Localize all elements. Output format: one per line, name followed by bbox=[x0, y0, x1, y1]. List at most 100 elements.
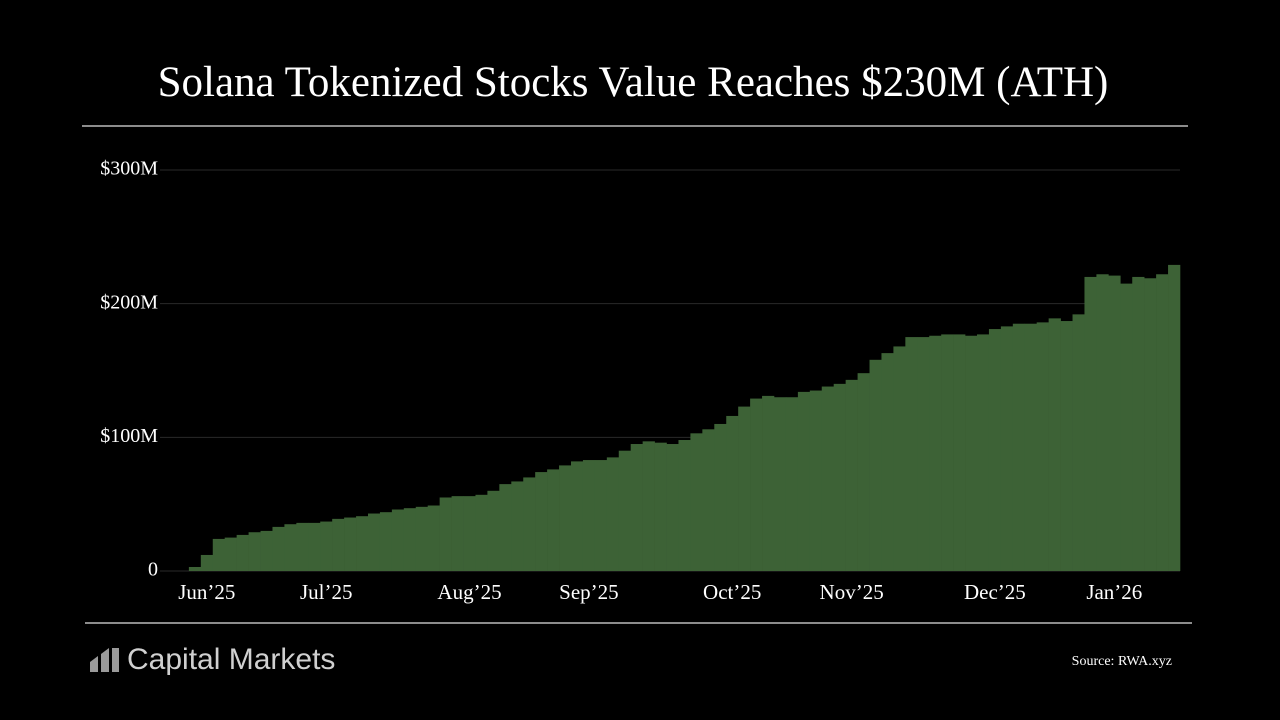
bar bbox=[809, 390, 823, 571]
bar bbox=[272, 526, 285, 571]
bar bbox=[1156, 274, 1169, 571]
bar bbox=[714, 423, 727, 571]
bar bbox=[523, 477, 536, 571]
bar bbox=[344, 517, 357, 571]
source-note: Source: RWA.xyz bbox=[1072, 654, 1172, 669]
bar bbox=[881, 353, 894, 571]
bar bbox=[953, 334, 966, 571]
bar bbox=[1072, 314, 1085, 571]
bar bbox=[511, 481, 524, 571]
chart-title: Solana Tokenized Stocks Value Reaches $2… bbox=[158, 59, 1109, 106]
bar bbox=[332, 518, 345, 571]
bar bbox=[630, 444, 643, 571]
bar bbox=[379, 512, 393, 571]
bar bbox=[475, 494, 488, 571]
x-tick-label: Dec’25 bbox=[964, 580, 1026, 604]
bar bbox=[929, 335, 942, 571]
bar bbox=[678, 440, 691, 571]
bar bbox=[368, 513, 381, 571]
bar bbox=[571, 461, 584, 571]
bar bbox=[427, 505, 440, 571]
bar bbox=[821, 386, 835, 571]
bar bbox=[1060, 321, 1073, 571]
x-tick-label: Sep’25 bbox=[559, 580, 619, 604]
y-tick-label: $300M bbox=[100, 158, 158, 180]
bar bbox=[797, 391, 811, 571]
brand-name: Capital Markets bbox=[127, 643, 335, 676]
bar bbox=[1012, 323, 1026, 571]
bar bbox=[499, 484, 512, 571]
bar bbox=[905, 337, 918, 571]
bar bbox=[559, 465, 572, 571]
bar bbox=[212, 538, 226, 571]
bar bbox=[1000, 326, 1014, 571]
bar bbox=[869, 359, 882, 571]
bar bbox=[988, 329, 1002, 571]
bar bbox=[391, 509, 405, 571]
bar bbox=[188, 566, 202, 571]
bar bbox=[857, 373, 870, 571]
bar bbox=[320, 521, 333, 571]
bar bbox=[1120, 283, 1133, 571]
bar bbox=[296, 522, 309, 571]
brand-logo bbox=[90, 648, 119, 672]
bar bbox=[1108, 275, 1121, 571]
bar bbox=[582, 460, 596, 571]
bar bbox=[535, 472, 548, 571]
bar bbox=[666, 444, 679, 571]
y-tick-label: $200M bbox=[100, 291, 158, 313]
bar bbox=[224, 537, 237, 571]
bar bbox=[594, 460, 608, 571]
bar bbox=[893, 346, 906, 571]
bar bbox=[547, 469, 560, 571]
bar bbox=[1048, 318, 1061, 571]
y-tick-label: 0 bbox=[148, 559, 158, 581]
bar bbox=[451, 496, 464, 571]
bar bbox=[1024, 323, 1038, 571]
bar bbox=[726, 415, 739, 571]
bar bbox=[356, 516, 369, 571]
bar bbox=[308, 522, 321, 571]
bar bbox=[833, 383, 846, 571]
bar bbox=[439, 497, 452, 571]
bar bbox=[845, 379, 858, 571]
bar bbox=[774, 397, 787, 571]
bar bbox=[260, 530, 273, 571]
bar bbox=[1132, 276, 1145, 571]
bar bbox=[248, 532, 261, 571]
bar bbox=[236, 534, 249, 571]
bar bbox=[690, 433, 703, 571]
bar bbox=[738, 406, 751, 571]
bar bbox=[1144, 278, 1157, 571]
bar bbox=[1036, 322, 1049, 571]
x-tick-label: Oct’25 bbox=[703, 580, 761, 604]
bar bbox=[1084, 276, 1097, 571]
y-tick-label: $100M bbox=[100, 425, 158, 447]
bar bbox=[403, 508, 417, 571]
x-tick-label: Jan’26 bbox=[1086, 580, 1142, 604]
bar bbox=[1168, 264, 1181, 571]
bar bbox=[750, 398, 763, 571]
bar bbox=[487, 490, 500, 571]
bar bbox=[463, 496, 476, 571]
bar bbox=[917, 337, 930, 571]
bar bbox=[642, 441, 655, 571]
bar bbox=[200, 554, 214, 571]
bar bbox=[941, 334, 954, 571]
bar bbox=[965, 335, 978, 571]
bar bbox=[702, 429, 715, 571]
bar bbox=[785, 397, 799, 571]
bar bbox=[606, 457, 620, 571]
bar bbox=[654, 442, 667, 571]
x-tick-label: Nov’25 bbox=[820, 580, 884, 604]
bar bbox=[1096, 274, 1109, 571]
bar bbox=[618, 450, 632, 571]
x-tick-label: Aug’25 bbox=[437, 580, 501, 604]
bar bbox=[762, 395, 775, 571]
x-tick-label: Jun’25 bbox=[178, 580, 235, 604]
bar bbox=[977, 334, 990, 571]
x-tick-label: Jul’25 bbox=[300, 580, 353, 604]
bar bbox=[284, 524, 297, 571]
